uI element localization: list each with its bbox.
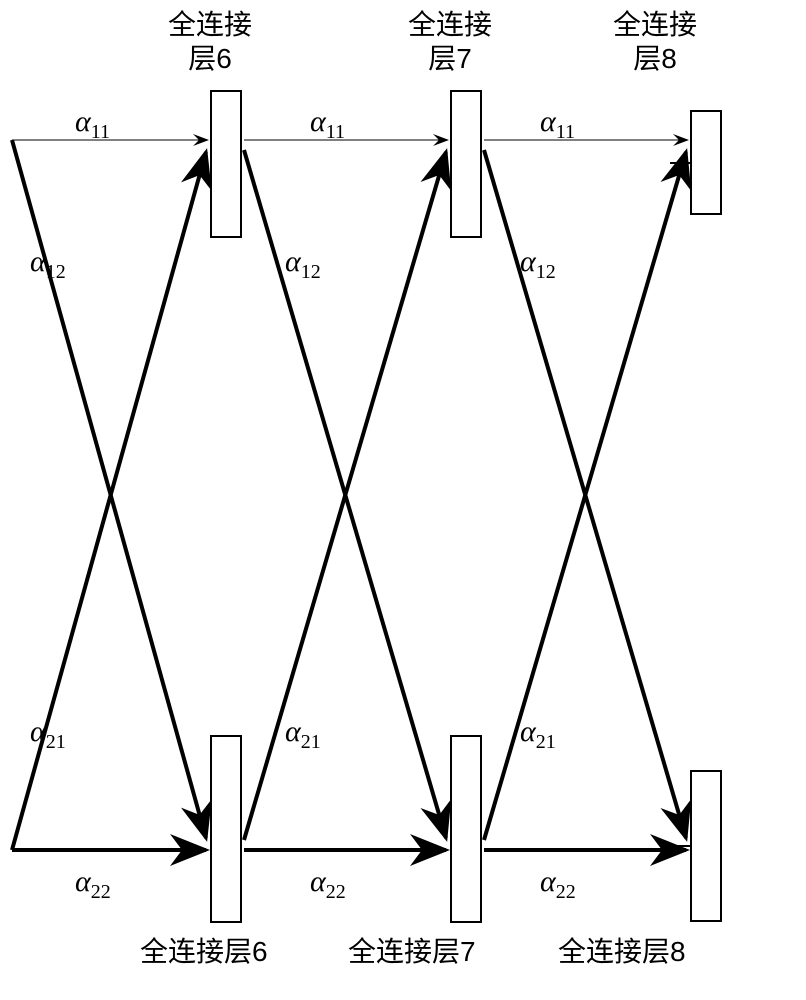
bottom-label-col1: 全连接层6 <box>140 935 268 969</box>
top-label-col1: 全连接 层6 <box>155 8 265 75</box>
label-text: 层8 <box>633 43 677 74</box>
fc-layer-7-top <box>450 90 482 238</box>
alpha-22-label: α22 <box>310 865 346 904</box>
label-text: 全连接 <box>408 9 492 40</box>
label-text: 全连接 <box>613 9 697 40</box>
bottom-label-col3: 全连接层8 <box>558 935 686 969</box>
top-label-col3: 全连接 层8 <box>600 8 710 75</box>
alpha-12-label: α12 <box>520 245 556 284</box>
diagram-container: 全连接 层6 全连接 层7 全连接 层8 <box>0 0 806 1000</box>
label-text: 层6 <box>188 43 232 74</box>
label-text: 层7 <box>428 43 472 74</box>
fc-layer-7-bottom <box>450 735 482 923</box>
alpha-21-label: α21 <box>285 715 321 754</box>
alpha-11-label: α11 <box>540 105 575 144</box>
alpha-11-label: α11 <box>75 105 110 144</box>
fc-layer-6-top <box>210 90 242 238</box>
label-text: 全连接 <box>168 9 252 40</box>
fc-layer-8-top <box>690 110 722 215</box>
label-text: 全连接层8 <box>558 936 686 967</box>
fc-layer-8-bottom <box>690 770 722 922</box>
top-label-col2: 全连接 层7 <box>395 8 505 75</box>
alpha-11-label: α11 <box>310 105 345 144</box>
alpha-22-label: α22 <box>540 865 576 904</box>
edges-svg <box>0 0 806 1000</box>
fc-layer-6-bottom <box>210 735 242 923</box>
label-text: 全连接层6 <box>140 936 268 967</box>
alpha-12-label: α12 <box>285 245 321 284</box>
alpha-12-label: α12 <box>30 245 66 284</box>
alpha-22-label: α22 <box>75 865 111 904</box>
alpha-21-label: α21 <box>520 715 556 754</box>
alpha-21-label: α21 <box>30 715 66 754</box>
bottom-label-col2: 全连接层7 <box>348 935 476 969</box>
label-text: 全连接层7 <box>348 936 476 967</box>
